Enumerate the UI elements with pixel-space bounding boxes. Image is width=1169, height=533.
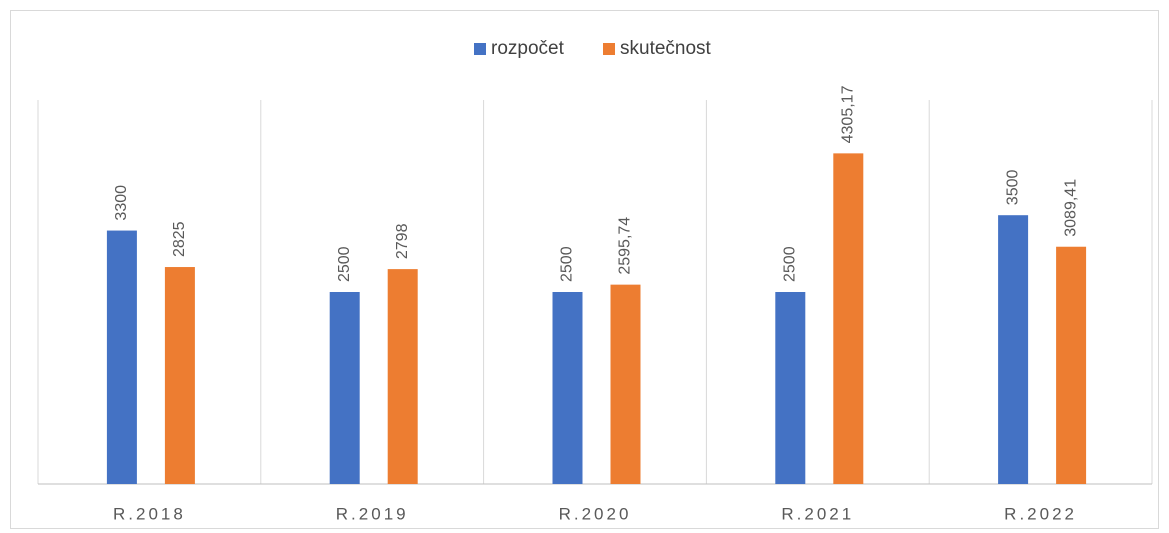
- legend-label: rozpočet: [491, 38, 565, 59]
- legend-swatch: [474, 43, 486, 55]
- data-label: 2500: [782, 246, 799, 282]
- data-label: 4305,17: [840, 85, 857, 143]
- x-tick-label: R.2019: [336, 504, 409, 523]
- data-label: 3500: [1004, 170, 1021, 206]
- bar: [329, 292, 360, 484]
- data-label: 2595,74: [617, 217, 634, 275]
- x-tick-label: R.2022: [1004, 504, 1077, 523]
- data-label: 2798: [394, 223, 411, 259]
- bar: [1056, 246, 1087, 484]
- bar: [106, 230, 137, 484]
- data-label: 2825: [171, 221, 188, 257]
- bar: [387, 269, 418, 484]
- legend-label: skutečnost: [620, 38, 712, 59]
- bar: [775, 292, 806, 484]
- data-label: 3089,41: [1062, 179, 1079, 237]
- x-tick-label: R.2020: [559, 504, 632, 523]
- bar: [552, 292, 583, 484]
- data-label: 2500: [336, 246, 353, 282]
- bar: [610, 284, 641, 484]
- x-tick-label: R.2021: [781, 504, 854, 523]
- x-tick-label: R.2018: [113, 504, 186, 523]
- legend-swatch: [603, 43, 615, 55]
- bar: [833, 153, 864, 484]
- bar: [164, 267, 195, 484]
- bar: [998, 215, 1029, 484]
- data-label: 3300: [113, 185, 130, 221]
- data-label: 2500: [559, 246, 576, 282]
- chart-border: [10, 10, 1159, 529]
